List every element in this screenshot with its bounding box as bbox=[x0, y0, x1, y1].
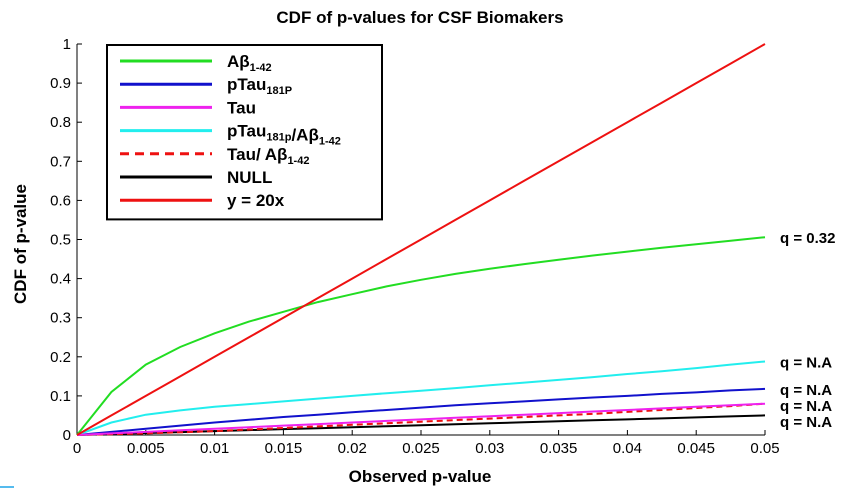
curves bbox=[76, 43, 766, 436]
y-tick-label: 0.5 bbox=[50, 232, 71, 249]
x-tick-label: 0.015 bbox=[265, 440, 303, 457]
q-value-annotation: q = 0.32 bbox=[780, 230, 835, 247]
q-value-annotation: q = N.A bbox=[780, 382, 832, 399]
x-tick-label: 0.01 bbox=[200, 440, 229, 457]
q-value-annotation: q = N.A bbox=[780, 354, 832, 371]
y-axis-label: CDF of p-value bbox=[11, 184, 30, 304]
y-tick-label: 0.1 bbox=[50, 388, 71, 405]
series-line-1 bbox=[76, 387, 766, 436]
y-tick-label: 0 bbox=[63, 427, 71, 444]
chart-title: CDF of p-values for CSF Biomakers bbox=[276, 8, 563, 27]
x-tick-label: 0.03 bbox=[475, 440, 504, 457]
legend-label: Tau bbox=[227, 98, 256, 117]
x-tick-label: 0 bbox=[73, 440, 81, 457]
x-tick-label: 0.045 bbox=[677, 440, 715, 457]
series-line-0 bbox=[76, 236, 766, 436]
y-tick-label: 0.8 bbox=[50, 114, 71, 131]
q-value-annotation: q = N.A bbox=[780, 398, 832, 415]
series-line-4 bbox=[76, 402, 766, 436]
legend-label: NULL bbox=[227, 168, 272, 187]
legend-label: pTau181P bbox=[227, 75, 292, 97]
x-axis-label: Observed p-value bbox=[349, 467, 492, 486]
y-tick-label: 0.2 bbox=[50, 349, 71, 366]
legend-box bbox=[106, 44, 383, 221]
y-tick-label: 0.6 bbox=[50, 192, 71, 209]
annotations: q = 0.32q = N.Aq = N.Aq = N.Aq = N.A bbox=[780, 230, 835, 431]
q-value-annotation: q = N.A bbox=[780, 414, 832, 431]
y-tick-label: 0.9 bbox=[50, 75, 71, 92]
x-tick-label: 0.05 bbox=[750, 440, 779, 457]
series-line-2 bbox=[76, 402, 766, 436]
y-tick-label: 0.7 bbox=[50, 153, 71, 170]
legend-label: y = 20x bbox=[227, 191, 285, 210]
series-line-3 bbox=[76, 360, 766, 436]
axes: 0 0.005 0.01 0.015 0.02 0.025 0.03 0.035 0.04 0.0… bbox=[50, 36, 779, 457]
y-tick-label: 0.3 bbox=[50, 310, 71, 327]
x-tick-label: 0.04 bbox=[613, 440, 642, 457]
x-tick-label: 0.025 bbox=[402, 440, 440, 457]
y-tick-label: 0.4 bbox=[50, 271, 71, 288]
legend-label: Aβ1-42 bbox=[227, 52, 272, 74]
y-tick-label: 1 bbox=[63, 36, 71, 53]
x-tick-label: 0.035 bbox=[540, 440, 578, 457]
legend-label: Tau/ Aβ1-42 bbox=[227, 145, 309, 167]
legend-label: pTau181p/Aβ1-42 bbox=[227, 122, 341, 148]
x-tick-label: 0.02 bbox=[338, 440, 367, 457]
series-line-6 bbox=[76, 43, 766, 436]
x-tick-label: 0.005 bbox=[127, 440, 165, 457]
